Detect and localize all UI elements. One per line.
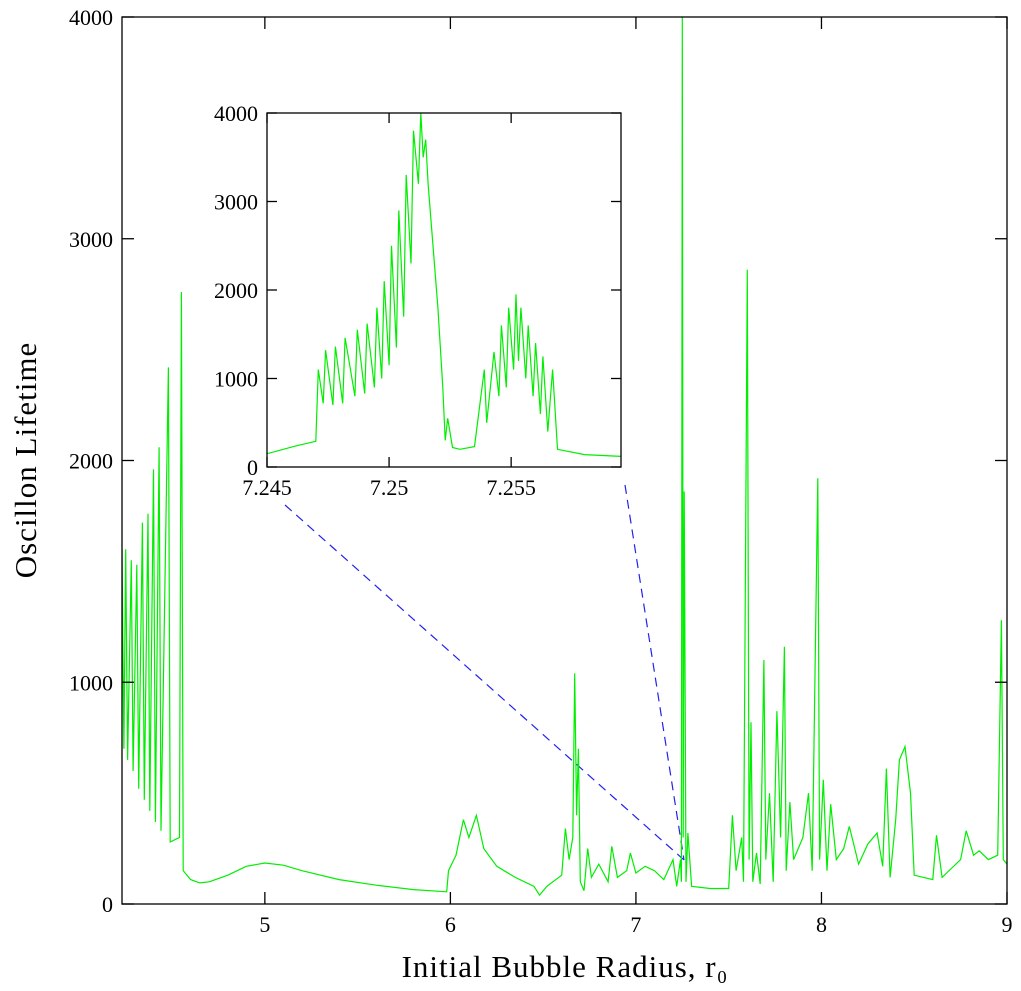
data-line: [267, 112, 621, 457]
y-tick-label: 2000: [214, 278, 258, 303]
y-tick-label: 3000: [214, 190, 258, 215]
data-line: [122, 16, 1007, 897]
x-tick-label: 8: [816, 912, 827, 937]
y-axis-label: Oscillon Lifetime: [8, 342, 43, 579]
x-axis-label: Initial Bubble Radius, r₀: [402, 949, 729, 984]
x-tick-label: 9: [1002, 912, 1013, 937]
y-tick-label: 3000: [69, 227, 113, 252]
y-tick-label: 1000: [69, 670, 113, 695]
x-tick-label: 7.245: [242, 475, 292, 500]
x-tick-label: 5: [259, 912, 270, 937]
x-tick-label: 7: [630, 912, 641, 937]
y-tick-label: 0: [247, 455, 258, 480]
y-tick-label: 1000: [214, 367, 258, 392]
zoom-line: [284, 504, 685, 861]
plot-area: [122, 16, 1007, 897]
y-tick-label: 4000: [214, 101, 258, 126]
y-tick-label: 2000: [69, 449, 113, 474]
plot-area: [267, 112, 621, 457]
y-tick-label: 0: [102, 892, 113, 917]
x-tick-label: 7.255: [486, 475, 536, 500]
zoom-line: [624, 484, 685, 861]
x-tick-label: 7.25: [370, 475, 409, 500]
x-tick-label: 6: [445, 912, 456, 937]
y-tick-label: 4000: [69, 5, 113, 30]
